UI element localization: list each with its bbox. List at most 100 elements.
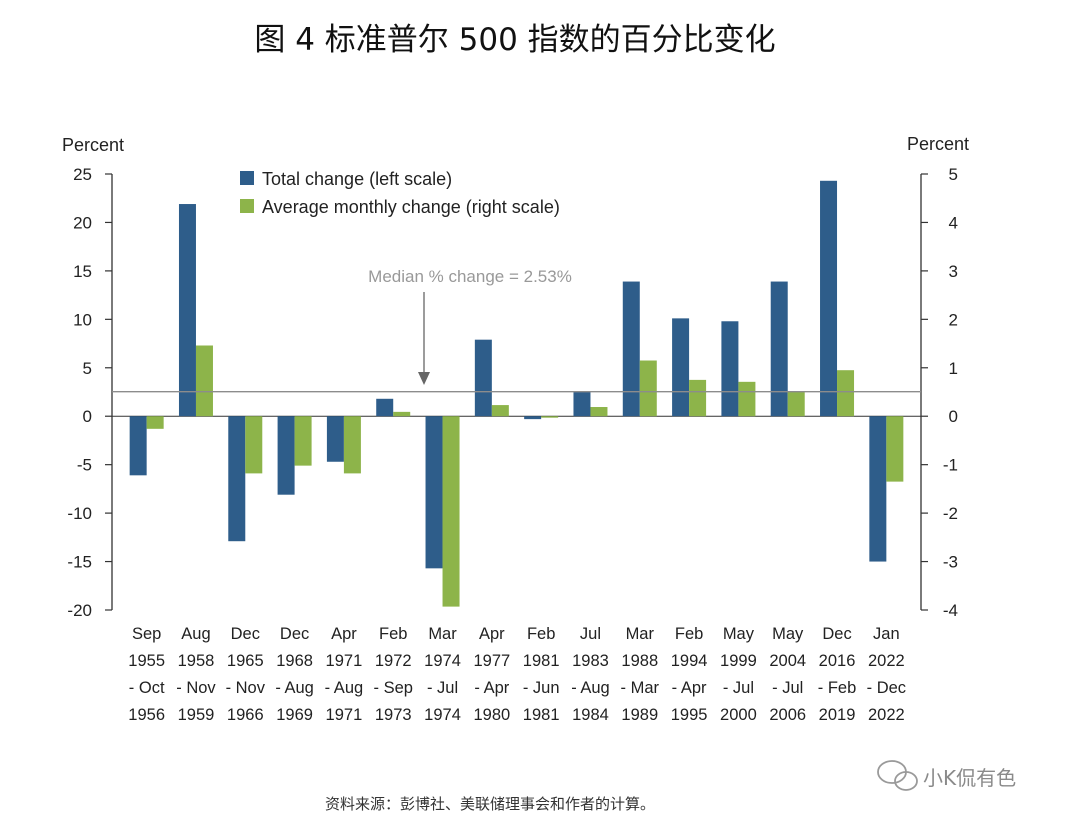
category-label: - Aug [275,679,314,697]
chart-title: 图 4 标准普尔 500 指数的百分比变化 [254,22,775,58]
bar-total-change [228,416,246,542]
category-label: - Oct [129,679,165,697]
category-label: - Apr [474,679,509,697]
category-label: Mar [428,625,457,643]
bar-total-change [376,398,394,417]
category-label: Dec [280,625,309,643]
legend-swatch-total [240,171,254,185]
category-label: Dec [231,625,260,643]
legend-label-total: Total change (left scale) [262,169,452,189]
left-tick-label: -5 [77,456,92,475]
right-tick-label: -1 [943,456,958,475]
category-label: - Sep [374,679,413,697]
left-tick-label: 20 [73,213,92,232]
category-label: 2019 [819,706,856,724]
right-tick-label: 5 [949,165,958,184]
bar-average-monthly-change [245,416,263,474]
category-label: 1981 [523,652,560,670]
category-label: 2022 [868,652,905,670]
category-label: 2016 [819,652,856,670]
category-label: 1955 [128,652,165,670]
left-tick-label: 25 [73,165,92,184]
category-label: - Dec [867,679,906,697]
right-tick-label: 1 [949,359,958,378]
category-label: 2000 [720,706,757,724]
left-tick-label: 15 [73,262,92,281]
bar-total-change [770,281,788,417]
bar-average-monthly-change [787,391,805,417]
watermark: 小K侃有色 [877,760,1016,791]
category-label: Dec [822,625,851,643]
category-label: 1972 [375,652,412,670]
source-note: 资料来源：彭博社、美联储理事会和作者的计算。 [325,795,655,813]
category-label: Apr [331,625,357,643]
category-label: Sep [132,625,161,643]
right-tick-label: -4 [943,601,958,620]
category-label: 1988 [621,652,658,670]
bar-total-change [820,180,838,417]
category-label: 1966 [227,706,264,724]
bar-average-monthly-change [837,370,855,417]
category-label: 1959 [178,706,215,724]
watermark-text: 小K侃有色 [923,766,1016,790]
category-label: Jan [873,625,900,643]
bar-total-change [721,321,739,417]
category-label: 1994 [671,652,708,670]
right-tick-label: 0 [949,407,958,426]
category-label: 1968 [276,652,313,670]
bar-total-change [672,318,690,417]
category-label: 2004 [769,652,806,670]
category-label: - Jun [523,679,560,697]
category-label: Mar [626,625,655,643]
median-label: Median % change = 2.53% [368,267,572,286]
category-label: Apr [479,625,505,643]
category-label: 1983 [572,652,609,670]
category-label: 1999 [720,652,757,670]
bar-total-change [326,416,344,462]
right-tick-label: 3 [949,262,958,281]
category-label: 1974 [424,652,461,670]
bar-total-change [425,416,443,569]
category-label: - Jul [772,679,803,697]
category-label: 1958 [178,652,215,670]
bar-average-monthly-change [294,416,312,466]
bar-average-monthly-change [886,416,904,482]
wechat-icon [877,760,918,791]
right-tick-label: -3 [943,553,958,572]
bar-total-change [573,391,591,417]
category-label: 1971 [326,652,363,670]
category-label: 1989 [621,706,658,724]
category-label: - Aug [571,679,610,697]
bar-average-monthly-change [738,381,756,417]
bar-total-change [178,204,196,417]
bar-total-change [524,416,542,420]
bar-average-monthly-change [491,405,509,417]
median-annotation: Median % change = 2.53% [112,267,921,393]
category-label: - Nov [226,679,266,697]
left-tick-label: 10 [73,310,92,329]
bar-total-change [277,416,295,495]
category-label: 1981 [523,706,560,724]
legend: Total change (left scale) Average monthl… [240,169,560,217]
bar-average-monthly-change [639,360,657,417]
bar-average-monthly-change [393,411,411,417]
bar-average-monthly-change [590,407,608,417]
category-label: 1971 [326,706,363,724]
bar-total-change [622,281,640,417]
left-tick-label: 0 [83,407,92,426]
category-label: 1956 [128,706,165,724]
category-label: 1995 [671,706,708,724]
category-label: - Jul [723,679,754,697]
category-label: - Jul [427,679,458,697]
category-label: Aug [181,625,210,643]
bar-total-change [129,416,147,476]
category-label: 1965 [227,652,264,670]
left-axis-unit: Percent [62,135,124,155]
bar-average-monthly-change [442,416,460,607]
category-label: 2006 [769,706,806,724]
median-arrow-head [418,372,430,385]
bar-average-monthly-change [541,416,559,418]
category-label: 1980 [473,706,510,724]
left-tick-label: 5 [83,359,92,378]
